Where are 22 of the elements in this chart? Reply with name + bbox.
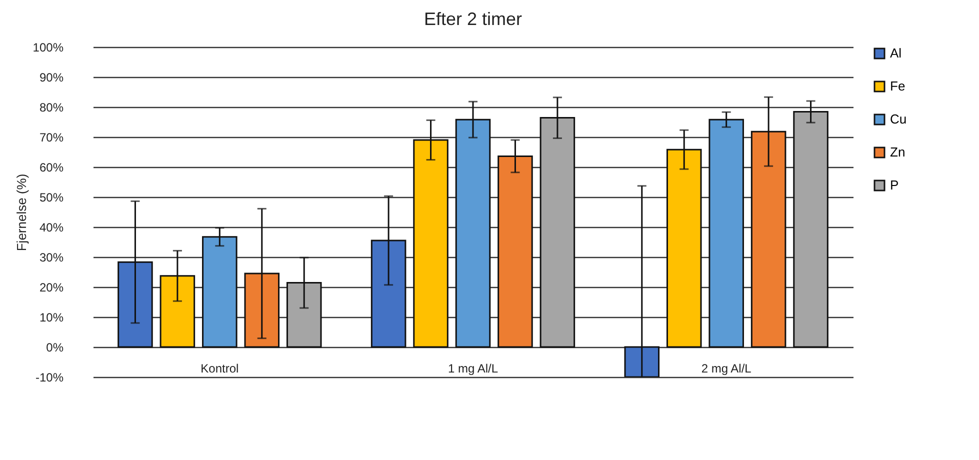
x-tick-label: 2 mg Al/L [701, 362, 752, 376]
y-tick-label: -10% [35, 370, 64, 384]
y-tick-label: 20% [39, 280, 64, 294]
y-axis-title: Fjernelse (%) [14, 174, 29, 252]
y-tick-label: 50% [39, 190, 64, 204]
legend-label: Fe [890, 78, 906, 94]
legend-label: Zn [890, 144, 906, 160]
y-tick-label: 30% [39, 250, 64, 264]
chart-title: Efter 2 timer [424, 9, 522, 29]
y-tick-label: 70% [39, 130, 64, 144]
y-tick-label: 80% [39, 100, 64, 114]
y-tick-label: 90% [39, 70, 64, 84]
y-tick-label: 0% [46, 340, 64, 354]
legend-label: Cu [890, 112, 907, 126]
x-tick-label: Kontrol [200, 362, 239, 376]
y-tick-label: 40% [39, 220, 64, 234]
legend-label: Al [890, 46, 902, 60]
y-tick-label: 100% [32, 40, 64, 54]
legend-label: P [890, 178, 899, 192]
y-tick-label: 10% [39, 310, 64, 324]
x-tick-label: 1 mg Al/L [448, 362, 498, 376]
y-tick-label: 60% [39, 160, 64, 174]
